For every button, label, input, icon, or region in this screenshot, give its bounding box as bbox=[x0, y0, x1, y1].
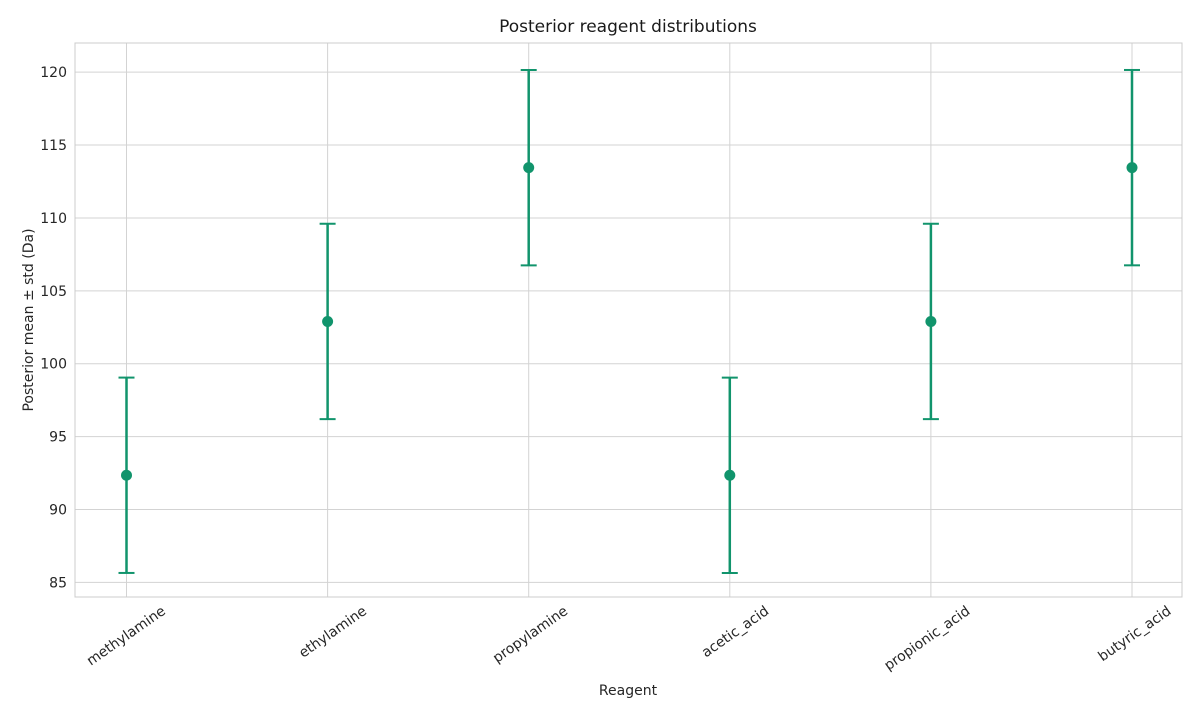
mean-point bbox=[322, 315, 334, 327]
grid bbox=[75, 43, 1182, 597]
mean-point bbox=[523, 162, 535, 174]
y-tick-label: 90 bbox=[49, 503, 67, 519]
y-tick-label: 120 bbox=[40, 65, 67, 81]
mean-point bbox=[121, 469, 132, 481]
plot-frame bbox=[74, 42, 1183, 598]
x-axis-label: Reagent bbox=[599, 683, 658, 699]
mean-point bbox=[925, 315, 937, 327]
x-tick-label: methylamine bbox=[84, 603, 169, 669]
y-tick-label: 110 bbox=[40, 211, 67, 227]
data-marks bbox=[118, 68, 1140, 574]
mean-point bbox=[724, 469, 736, 481]
y-tick-label: 105 bbox=[40, 284, 67, 300]
x-tick-label: propylamine bbox=[490, 603, 571, 666]
x-tick-label: butyric_acid bbox=[1096, 603, 1175, 665]
x-tick-labels: methylamine ethylamine propylamine acetic_a… bbox=[84, 603, 1174, 674]
x-tick-label: ethylamine bbox=[296, 603, 370, 661]
y-tick-labels: 85 90 95 100 105 110 115 120 bbox=[40, 65, 67, 591]
y-tick-label: 100 bbox=[40, 357, 67, 373]
y-tick-label: 95 bbox=[49, 430, 67, 446]
x-tick-label: propionic_acid bbox=[881, 603, 973, 674]
mean-point bbox=[1126, 162, 1138, 174]
y-tick-label: 85 bbox=[49, 575, 67, 591]
x-tick-label: acetic_acid bbox=[699, 603, 772, 661]
y-tick-label: 115 bbox=[40, 138, 67, 154]
chart-title: Posterior reagent distributions bbox=[499, 17, 757, 37]
y-axis-label: Posterior mean ± std (Da) bbox=[21, 228, 37, 411]
